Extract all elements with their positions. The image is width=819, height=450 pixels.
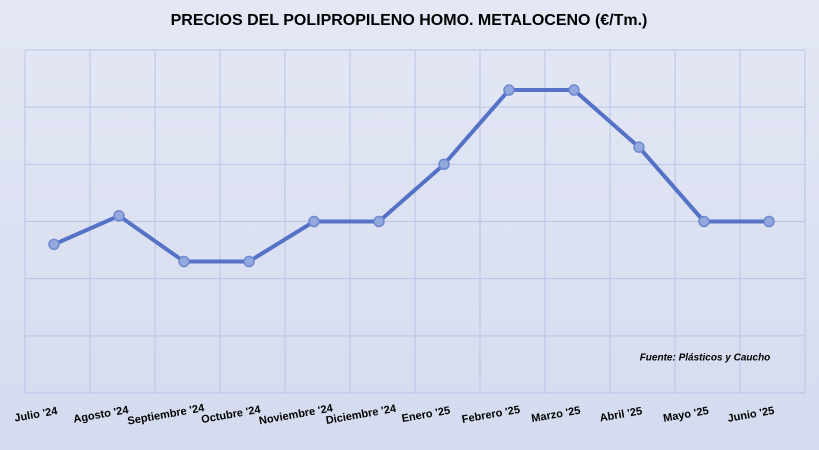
point xyxy=(503,84,515,96)
point xyxy=(243,255,255,268)
point xyxy=(113,210,125,222)
chart-title: PRECIOS DEL POLIPROPILENO HOMO. METALOCE… xyxy=(171,12,648,29)
point xyxy=(178,255,190,268)
point xyxy=(568,84,580,96)
source-note: Fuente: Plásticos y Caucho xyxy=(640,353,771,364)
line-series xyxy=(53,88,769,264)
point xyxy=(633,141,645,153)
point xyxy=(698,215,710,228)
point xyxy=(373,215,385,228)
point xyxy=(438,158,450,171)
point xyxy=(763,215,775,228)
point xyxy=(308,215,320,228)
point xyxy=(48,238,60,251)
